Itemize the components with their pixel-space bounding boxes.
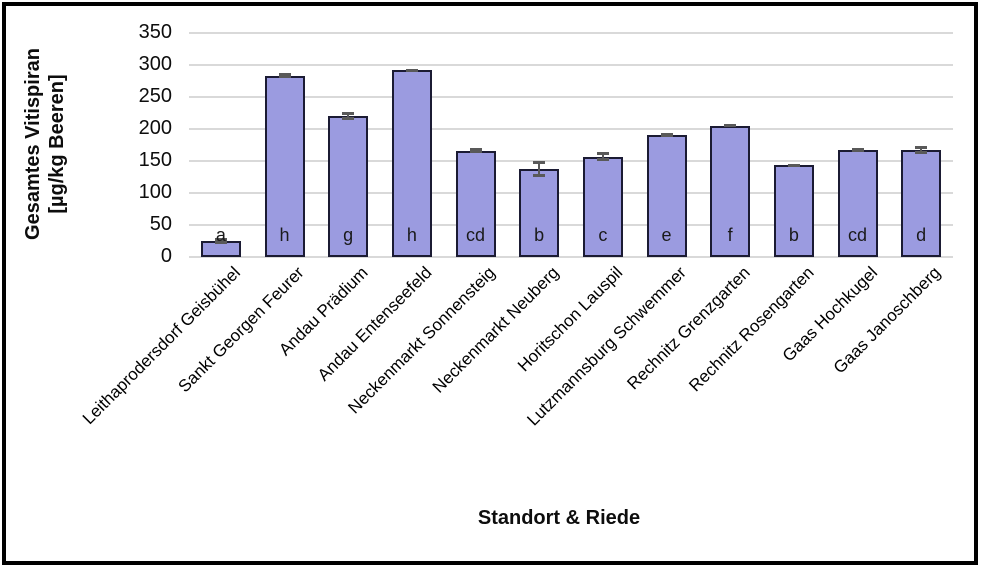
category-label: Sankt Georgen Feurer [174,263,308,397]
significance-letter: g [343,225,354,245]
y-tick-label: 50 [149,212,172,235]
x-axis-title: Standort & Riede [477,507,641,529]
y-tick-label: 150 [138,148,172,171]
significance-letter: f [727,225,733,245]
category-label: Rechnitz Rosengarten [684,263,818,396]
error-bar [596,152,609,162]
significance-letter: cd [847,225,867,245]
error-bar-line [474,148,477,154]
error-bar [342,112,355,120]
y-tick-label: 300 [138,52,172,75]
y-tick-label: 100 [138,180,172,203]
error-bar-line [538,161,541,177]
error-bar [660,133,673,138]
error-bar [533,161,546,177]
error-bar-line [219,238,222,244]
gridline [189,159,953,162]
significance-letter: h [406,225,417,245]
significance-letter: a [215,225,226,245]
category-label: Gaas Janoschberg [830,263,945,378]
plot-area: a h g h cd b c e f b cd d [189,31,953,258]
error-bar-line [283,72,286,79]
gridline [189,31,953,34]
gridline [189,63,953,66]
gridline [189,256,953,258]
bar [646,135,687,257]
gridline [189,223,953,226]
significance-letter: d [916,225,927,245]
error-bar [469,148,482,154]
significance-letter: cd [465,225,485,245]
significance-letter: h [279,225,290,245]
bar [582,156,623,257]
error-bar-line [920,146,923,154]
error-bar-line [729,124,732,128]
y-axis-title-line2: [µg/kg Beeren] [45,74,68,214]
bar [391,70,432,257]
gridline [189,127,953,130]
significance-letter: c [598,225,608,245]
error-bar [724,124,737,128]
error-bar-line [792,164,795,168]
error-bar [278,72,291,79]
error-bar-line [601,152,604,162]
error-bar [214,238,227,244]
error-bar [787,164,800,168]
bar [837,149,878,257]
category-label: Neckenmarkt Neuberg [428,263,563,397]
y-tick-label: 200 [138,116,172,139]
category-label: Andau Entenseefeld [313,263,436,385]
bar [455,150,496,257]
y-tick-label: 0 [160,245,172,267]
gridline [189,95,953,98]
error-bar [915,146,928,154]
bar [773,165,814,257]
gridline [189,191,953,194]
significance-letter: e [661,225,672,245]
error-bar-line [347,112,350,120]
error-bar [405,69,418,73]
category-label: Rechnitz Grenzgarten [623,263,754,394]
y-axis-title-line1: Gesamtes Vitispiran [22,48,44,240]
significance-letter: b [534,225,545,245]
bar [710,125,751,257]
error-bar [851,148,864,152]
bar [519,169,560,257]
error-bar-line [665,133,668,138]
bar [264,75,305,257]
error-bar-line [856,148,859,152]
bar [328,115,369,257]
y-tick-label: 250 [138,84,172,107]
y-tick-label: 350 [138,20,172,43]
significance-letter: b [788,225,799,245]
y-axis-title: Gesamtes Vitispiran [µg/kg Beeren] [22,4,74,284]
error-bar-line [410,69,413,73]
